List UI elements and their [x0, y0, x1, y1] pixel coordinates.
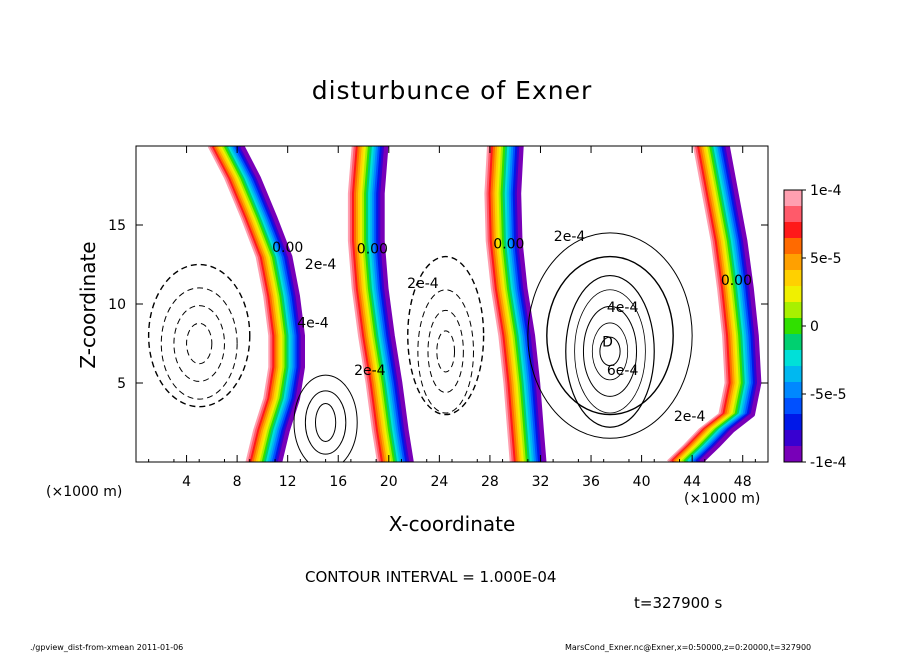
contour-line: [436, 330, 456, 373]
colorbar-swatch: [784, 302, 802, 319]
x-tick-label: 8: [233, 474, 242, 490]
x-axis: 4 8 12 16 20 24 28 32 36 40 44 48: [148, 146, 756, 490]
contour-label: 0.00: [357, 241, 388, 257]
contour-line: [417, 289, 474, 414]
x-tick-label: 48: [734, 474, 752, 490]
contour-line: [407, 255, 485, 416]
contour-interval-note: CONTOUR INTERVAL = 1.000E-04: [305, 568, 557, 586]
colorbar-swatch: [784, 238, 802, 255]
contour-line: [591, 322, 629, 381]
contour-line: [582, 305, 638, 397]
color-band: [516, 146, 547, 462]
x-unit-left: (×1000 m): [46, 484, 123, 500]
contour-line: [565, 274, 655, 428]
contour-label: 2e-4: [354, 363, 386, 379]
contour-labels: 0.00 0.00 0.000.002e-42e-42e-42e-42e-44e-4…: [272, 229, 752, 425]
contour-line: [293, 374, 358, 462]
colorbar-swatch: [784, 382, 802, 399]
x-unit-right: (×1000 m): [684, 491, 761, 507]
x-axis-title: X-coordinate: [388, 512, 516, 536]
contour-line: [574, 289, 646, 414]
contour-label: 4e-4: [607, 300, 639, 316]
contour-line: [599, 336, 621, 367]
x-tick-label: 4: [182, 474, 191, 490]
contour-label: 2e-4: [674, 409, 706, 425]
colorbar-swatch: [784, 254, 802, 271]
colorbar-swatch: [784, 446, 802, 463]
contour-label: 6e-4: [607, 363, 639, 379]
colorbar-label: 5e-5: [810, 251, 841, 267]
x-tick-label: 24: [430, 474, 448, 490]
x-tick-label: 44: [683, 474, 701, 490]
color-bands: [207, 146, 762, 462]
y-tick-label: 10: [108, 297, 126, 313]
contour-line: [314, 403, 337, 442]
colorbar-label: 1e-4: [810, 183, 842, 199]
time-label: t=327900 s: [634, 594, 723, 612]
x-tick-label: 28: [481, 474, 499, 490]
contour-label: 0.00: [272, 240, 303, 256]
contour-label: 2e-4: [305, 257, 337, 273]
color-band: [240, 146, 305, 462]
contour-line: [147, 263, 251, 408]
footer-source: MarsCond_Exner.nc@Exner,x=0:50000,z=0:20…: [565, 643, 812, 652]
x-tick-label: 40: [633, 474, 651, 490]
contour-line: [160, 287, 238, 400]
contour-label: 2e-4: [407, 276, 439, 292]
contour-label: 4e-4: [297, 316, 329, 332]
y-tick-label: 15: [108, 218, 126, 234]
color-band: [699, 146, 762, 462]
y-axis-title: Z-coordinate: [76, 241, 100, 369]
contour-label: 0.00: [721, 273, 752, 289]
colorbar-swatch: [784, 414, 802, 431]
colorbar-swatch: [784, 222, 802, 239]
colorbar-swatch: [784, 398, 802, 415]
x-tick-label: 16: [329, 474, 347, 490]
colorbar-swatch: [784, 318, 802, 335]
x-tick-label: 36: [582, 474, 600, 490]
contour-line: [186, 322, 213, 365]
colorbar-swatch: [784, 366, 802, 383]
colorbar-label: 0: [810, 319, 819, 335]
x-tick-label: 20: [380, 474, 398, 490]
contour-lines: [147, 232, 693, 462]
contour-line: [546, 255, 674, 416]
colorbar-swatch: [784, 190, 802, 207]
color-band: [380, 146, 414, 462]
colorbar-swatch: [784, 270, 802, 287]
contour-line: [173, 305, 225, 382]
contour-label: D: [602, 335, 613, 351]
colorbar: 1e-4 5e-5 0 -5e-5 -1e-4: [783, 183, 847, 471]
contour-label: 0.00: [493, 237, 524, 253]
x-tick-label: 32: [532, 474, 550, 490]
colorbar-swatch: [784, 430, 802, 447]
colorbar-swatch: [784, 206, 802, 223]
contour-line: [304, 390, 347, 455]
x-tick-label: 12: [279, 474, 297, 490]
contour-label: 2e-4: [554, 229, 586, 245]
contour-line: [427, 309, 464, 393]
colorbar-label: -1e-4: [810, 455, 847, 471]
footer-command: ./gpview_dist-from-xmean 2011-01-06: [30, 643, 184, 652]
contour-line: [527, 232, 693, 439]
y-tick-label: 5: [117, 376, 126, 392]
colorbar-swatch: [784, 350, 802, 367]
colorbar-label: -5e-5: [810, 387, 847, 403]
colorbar-swatch: [784, 334, 802, 351]
colorbar-swatch: [784, 286, 802, 303]
chart-title: disturbunce of Exner: [311, 76, 593, 105]
y-axis: 5 10 15: [108, 218, 768, 392]
